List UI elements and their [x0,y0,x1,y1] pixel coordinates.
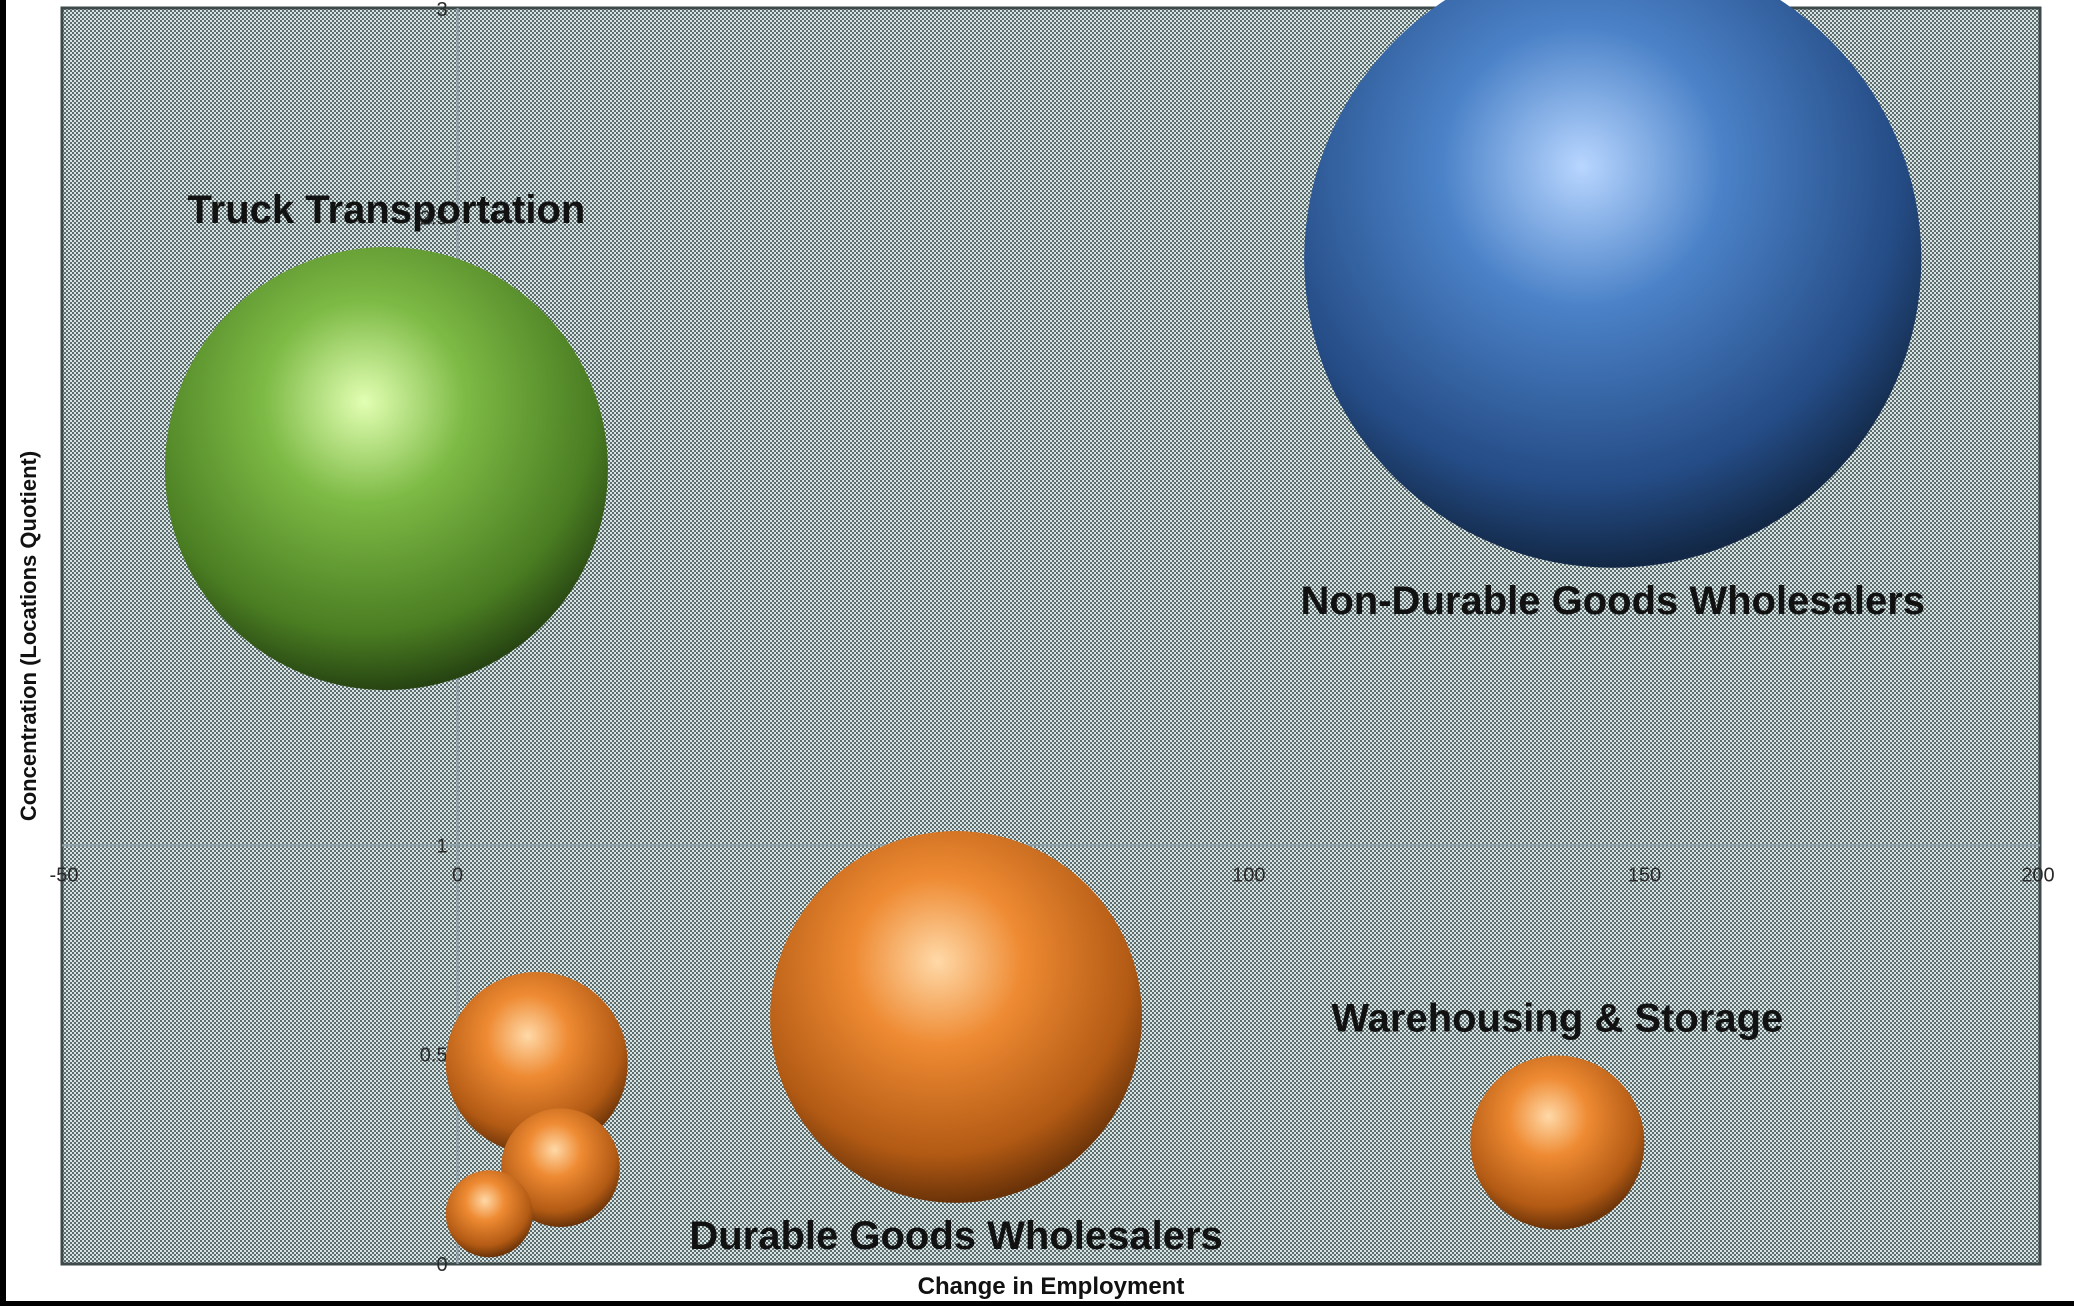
bubble-label: Durable Goods Wholesalers [689,1214,1222,1258]
bubble [445,1170,533,1258]
bubbles [164,0,1922,1258]
bubble [1470,1055,1645,1230]
bubble-label: Warehousing & Storage [1331,997,1783,1041]
x-tick-label: -50 [50,864,79,886]
y-axis-label: Concentration (Locations Quotient) [16,451,41,821]
x-tick-label: 100 [1232,864,1265,886]
y-tick-label: 1 [436,835,447,857]
bubble-label: Non-Durable Goods Wholesalers [1300,579,1925,623]
bubble [770,831,1142,1203]
bubble-label: Truck Transportation [187,188,585,232]
x-tick-label: 150 [1628,864,1661,886]
x-tick-label: 200 [2021,864,2054,886]
x-axis-label: Change in Employment [918,1273,1185,1300]
x-tick-label: 0 [452,864,463,886]
bubble [1304,0,1922,568]
y-tick-label: 3 [436,0,447,21]
bubble [445,972,628,1155]
y-tick-label: 2.5 [420,207,448,229]
bubble [164,246,608,691]
bubble [501,1108,620,1228]
y-tick-label: 0.5 [420,1045,448,1067]
bubble-labels: Non-Durable Goods Wholesalers Truck Trans… [187,188,1925,1258]
y-tick-label: 0 [436,1254,447,1276]
left-edge-strip [0,0,6,1301]
